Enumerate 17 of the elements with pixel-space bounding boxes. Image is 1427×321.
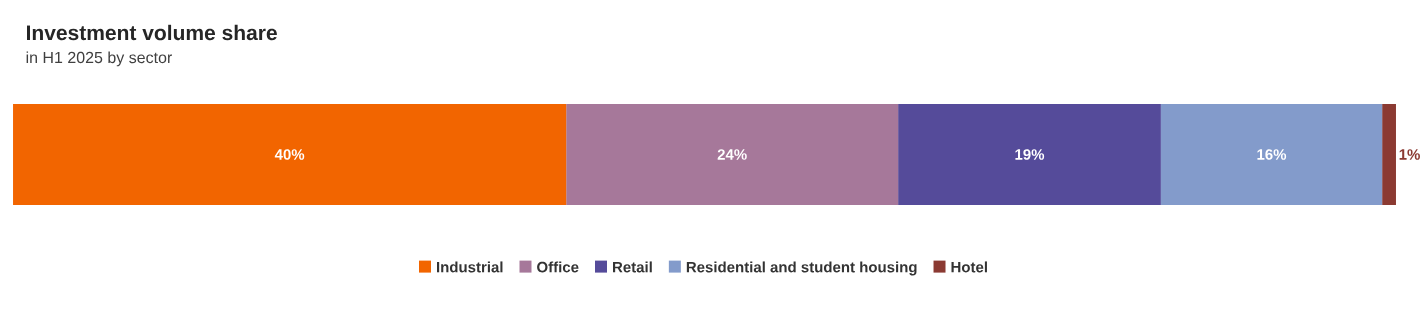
data-label: 16% — [1257, 149, 1287, 160]
chart-subtitle: in H1 2025 by sector — [26, 51, 173, 67]
bar — [1382, 103, 1396, 205]
legend-label: Office — [537, 261, 579, 273]
bar — [1160, 103, 1383, 205]
data-label: 19% — [1015, 149, 1045, 160]
legend-label: Retail — [613, 261, 652, 273]
data-label: 1% — [1399, 149, 1420, 160]
legend-label: Industrial — [437, 261, 503, 273]
bar — [566, 103, 899, 205]
legend-label: Hotel — [951, 261, 987, 273]
bar — [13, 103, 567, 205]
data-label: 40% — [274, 149, 305, 160]
legend-label: Residential and student housing — [686, 261, 917, 276]
bar — [898, 103, 1161, 205]
chart-title: Investment volume share — [26, 24, 277, 41]
data-label: 24% — [717, 149, 747, 160]
